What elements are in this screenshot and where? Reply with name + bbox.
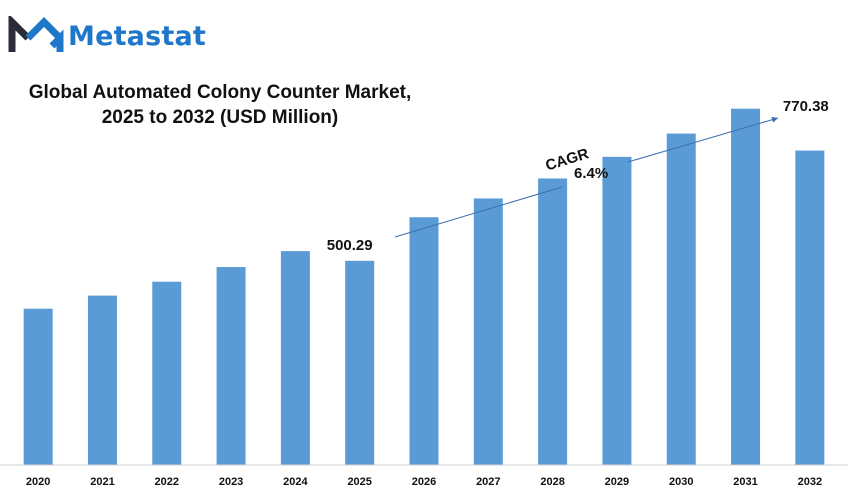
bar-2028 [538,178,568,465]
x-tick-2032: 2032 [798,476,822,488]
cagr-value: 6.4% [574,165,608,182]
x-tick-2030: 2030 [669,476,693,488]
bar-2023 [216,267,246,465]
x-tick-2029: 2029 [605,476,629,488]
cagr-arrow-right [627,116,779,163]
bar-2022 [152,281,182,465]
bar-2024 [280,251,310,465]
bar-2021 [87,295,117,465]
bar-2030 [666,133,696,466]
bars-group [23,108,825,466]
cagr-arrow-left [394,186,563,238]
bar-2026 [409,217,439,465]
x-tick-2024: 2024 [283,476,308,488]
x-tick-2022: 2022 [155,476,179,488]
chart-title-line-1: Global Automated Colony Counter Market, [28,82,412,103]
data-labels-group: 500.29 770.38 [327,98,829,254]
bar-2029 [602,156,632,465]
brand-name: Metastat [68,20,207,52]
brand-logo: Metastat [8,16,206,56]
x-tick-2020: 2020 [26,476,50,488]
x-tick-2031: 2031 [733,476,757,488]
x-tick-2028: 2028 [540,476,564,488]
x-tick-2025: 2025 [347,476,371,488]
bar-2031 [731,108,761,466]
x-tick-2021: 2021 [90,476,114,488]
chart-title-line-2: 2025 to 2032 (USD Million) [101,107,339,128]
bar-2025 [345,260,375,465]
bar-2032 [795,150,825,465]
data-label-2025: 500.29 [327,237,373,254]
data-label-2032: 770.38 [783,98,829,115]
x-tick-2027: 2027 [476,476,500,488]
x-axis-ticks: 2020 2021 2022 2023 2024 2025 2026 2027 2028 2029… [26,476,822,488]
bar-2027 [473,198,503,465]
metastat-logo-icon [8,16,64,52]
x-tick-2023: 2023 [219,476,243,488]
chart-title: Global Automated Colony Counter Market, … [10,80,430,130]
bar-2020 [23,308,53,465]
x-tick-2026: 2026 [412,476,436,488]
